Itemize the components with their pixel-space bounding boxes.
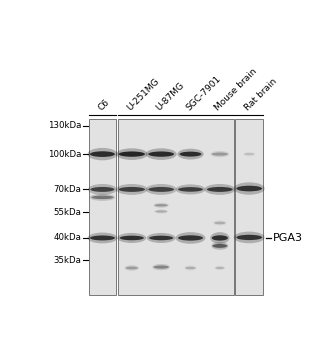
Bar	[235, 119, 263, 295]
Text: U-87MG: U-87MG	[155, 81, 187, 113]
Ellipse shape	[147, 233, 176, 243]
Ellipse shape	[176, 232, 205, 244]
Ellipse shape	[148, 187, 174, 192]
Ellipse shape	[212, 235, 228, 240]
Ellipse shape	[210, 232, 230, 244]
Ellipse shape	[234, 182, 265, 195]
Ellipse shape	[155, 210, 167, 212]
Ellipse shape	[152, 264, 170, 270]
Ellipse shape	[213, 244, 227, 248]
Ellipse shape	[87, 148, 117, 160]
Text: 100kDa: 100kDa	[48, 149, 81, 159]
Text: Mouse brain: Mouse brain	[214, 67, 259, 113]
Ellipse shape	[212, 242, 228, 250]
Text: C6: C6	[96, 98, 111, 113]
Text: U-251MG: U-251MG	[126, 77, 161, 113]
Ellipse shape	[119, 152, 145, 157]
Ellipse shape	[125, 265, 139, 271]
Ellipse shape	[214, 222, 225, 224]
Text: PGA3: PGA3	[273, 233, 303, 243]
Ellipse shape	[178, 235, 203, 240]
Ellipse shape	[116, 184, 148, 195]
Ellipse shape	[212, 153, 228, 156]
Ellipse shape	[117, 233, 146, 243]
Ellipse shape	[244, 153, 254, 155]
Ellipse shape	[204, 184, 235, 195]
Text: SGC-7901: SGC-7901	[184, 75, 222, 113]
Text: 35kDa: 35kDa	[54, 256, 81, 265]
Ellipse shape	[154, 203, 169, 208]
Ellipse shape	[153, 266, 169, 269]
Ellipse shape	[177, 149, 204, 160]
Ellipse shape	[236, 235, 262, 240]
Text: Rat brain: Rat brain	[243, 77, 279, 113]
Ellipse shape	[146, 184, 177, 195]
Text: 130kDa: 130kDa	[48, 121, 81, 130]
Ellipse shape	[149, 236, 173, 240]
Ellipse shape	[215, 267, 224, 269]
Ellipse shape	[116, 148, 148, 160]
Ellipse shape	[146, 148, 177, 160]
Ellipse shape	[211, 151, 229, 157]
Ellipse shape	[148, 152, 174, 157]
Ellipse shape	[214, 220, 226, 225]
Bar	[118, 119, 234, 295]
Text: 40kDa: 40kDa	[54, 233, 81, 243]
Ellipse shape	[185, 267, 196, 269]
Text: 70kDa: 70kDa	[54, 185, 81, 194]
Ellipse shape	[87, 232, 117, 243]
Ellipse shape	[243, 152, 255, 156]
Ellipse shape	[180, 152, 201, 156]
Ellipse shape	[154, 209, 168, 214]
Ellipse shape	[92, 196, 113, 199]
Bar	[89, 119, 116, 295]
Ellipse shape	[236, 186, 262, 191]
Ellipse shape	[234, 232, 265, 243]
Ellipse shape	[119, 187, 145, 192]
Ellipse shape	[90, 151, 115, 157]
Ellipse shape	[90, 187, 114, 192]
Ellipse shape	[120, 236, 144, 240]
Text: 55kDa: 55kDa	[54, 208, 81, 217]
Ellipse shape	[215, 266, 225, 270]
Ellipse shape	[90, 236, 115, 240]
Ellipse shape	[90, 194, 115, 201]
Ellipse shape	[176, 184, 205, 195]
Ellipse shape	[207, 187, 233, 192]
Ellipse shape	[185, 266, 197, 271]
Ellipse shape	[178, 187, 203, 192]
Ellipse shape	[155, 204, 168, 206]
Ellipse shape	[88, 184, 117, 195]
Ellipse shape	[126, 267, 138, 270]
